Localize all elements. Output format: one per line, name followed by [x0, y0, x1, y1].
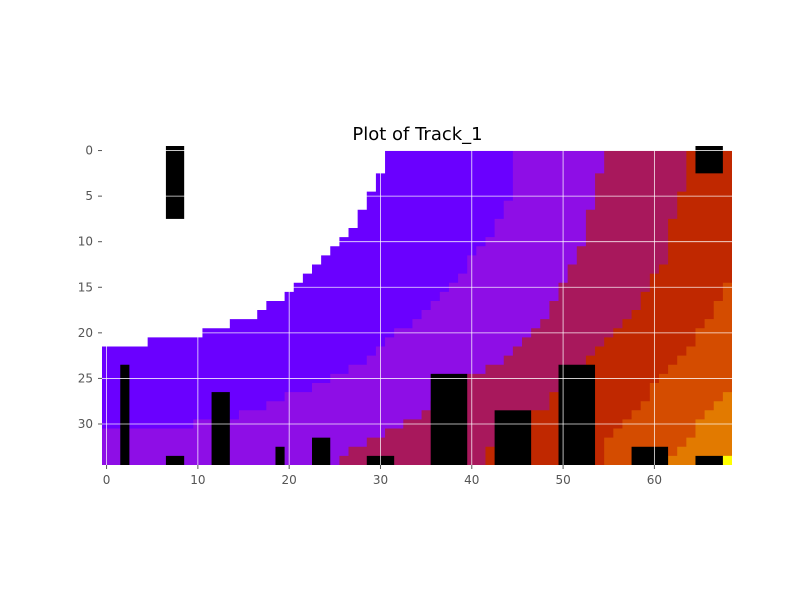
y-tick-label: 15	[78, 280, 93, 294]
obstacle-8	[430, 373, 468, 465]
plot-area	[102, 146, 732, 465]
obstacle-1	[695, 146, 723, 174]
x-tick-label: 40	[464, 473, 479, 487]
obstacle-4	[165, 455, 185, 465]
obstacle-10	[558, 364, 596, 465]
y-tick-label: 5	[85, 189, 93, 203]
x-tick-label: 30	[373, 473, 388, 487]
zone-level-6	[668, 146, 732, 465]
x-tick-label: 0	[103, 473, 111, 487]
obstacle-0	[165, 146, 185, 219]
obstacle-12	[695, 455, 723, 465]
y-tick-label: 25	[78, 371, 93, 385]
zone-level-8-cell	[722, 455, 732, 465]
obstacle-5	[275, 446, 285, 465]
obstacle-2	[120, 364, 130, 465]
x-tick-label: 10	[190, 473, 205, 487]
y-tick-label: 30	[78, 417, 93, 431]
chart-title: Plot of Track_1	[352, 124, 482, 145]
axes: 0 10 20 30 40 50 60 0 5 10 15 20 25 30	[78, 144, 732, 487]
obstacle-3	[211, 392, 230, 465]
x-tick-label: 20	[282, 473, 297, 487]
x-tick-label: 50	[555, 473, 570, 487]
obstacle-9	[494, 410, 532, 465]
y-tick-label: 20	[78, 326, 93, 340]
zone-level-5	[604, 146, 732, 465]
x-tick-label: 60	[647, 473, 662, 487]
obstacle-6	[312, 437, 331, 465]
y-tick-label: 10	[78, 235, 93, 249]
y-tick-label: 0	[85, 144, 93, 158]
obstacle-11	[631, 446, 669, 465]
